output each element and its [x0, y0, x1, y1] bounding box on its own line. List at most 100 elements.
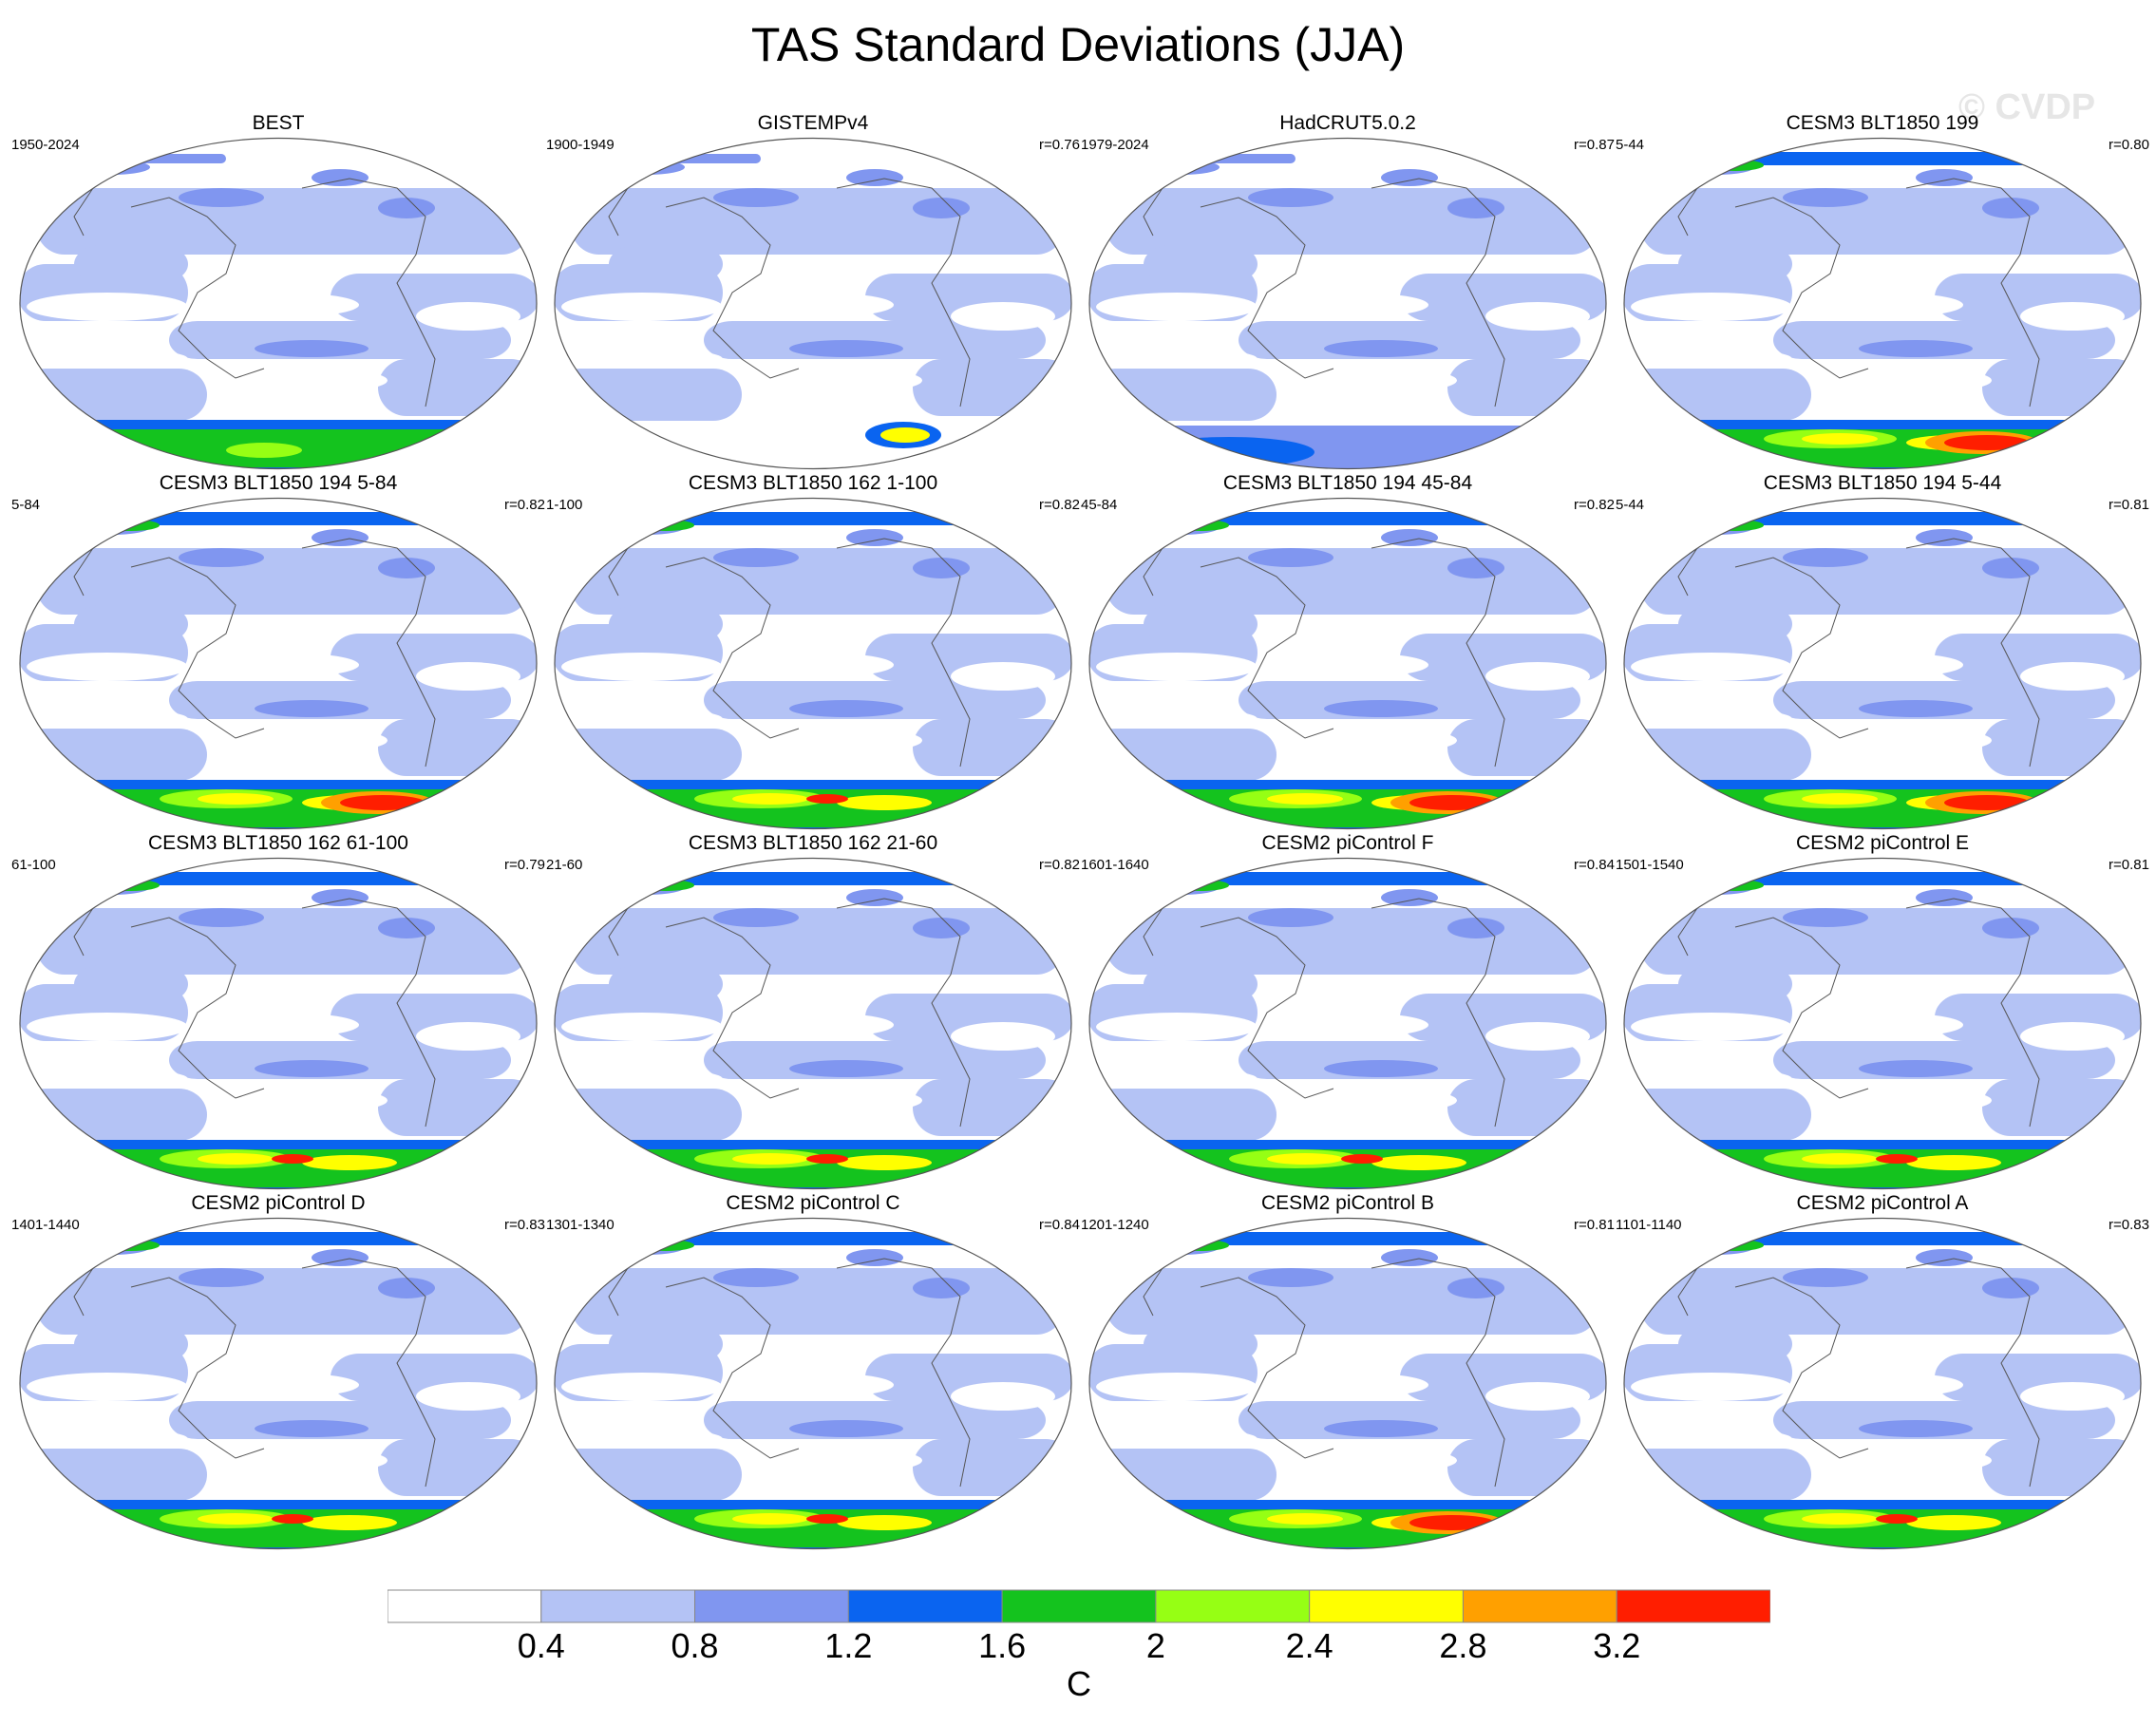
field-region: [169, 321, 511, 359]
coastline: [1143, 898, 1505, 1128]
panel-title: CESM3 BLT1850 162 21-60: [688, 832, 938, 854]
field-region: [913, 1439, 1071, 1496]
field-region: [1089, 729, 1277, 781]
field-region: [1773, 1041, 2115, 1079]
panel-correlation: r=0.82: [1039, 857, 1080, 873]
coastline: [608, 898, 971, 1128]
map-panel: CESM2 piControl F 1601-1640 r=0.84: [1081, 832, 1615, 1193]
panel-years: 1900-1949: [546, 137, 615, 153]
map-outline: [554, 857, 1072, 1190]
coastline: [73, 898, 436, 1128]
map-panel: CESM2 piControl B 1201-1240 r=0.81: [1081, 1192, 1615, 1553]
field-region: [1678, 1325, 1792, 1363]
colorbar-box: [847, 1589, 1003, 1623]
world-map: [1088, 497, 1607, 830]
panel-title: CESM2 piControl C: [726, 1192, 900, 1214]
world-map: [1623, 497, 2142, 830]
colorbar-box: [1001, 1589, 1157, 1623]
map-outline: [1088, 137, 1607, 470]
field-region: [1089, 369, 1277, 421]
field-region: [74, 1325, 188, 1363]
colorbar-label: 3.2: [1593, 1626, 1641, 1665]
world-map: [554, 497, 1072, 830]
panel-correlation: r=0.83: [2109, 1217, 2149, 1233]
map-panel: BEST 1950-2024: [11, 112, 545, 473]
map-panel: CESM3 BLT1850 162 61-100 61-100 r=0.79: [11, 832, 545, 1193]
world-map: [1088, 857, 1607, 1190]
colorbar-box: [1462, 1589, 1617, 1623]
field-region: [1447, 719, 1606, 776]
panel-correlation: r=0.82: [1574, 497, 1615, 513]
field-region: [704, 681, 1046, 719]
map-outline: [19, 857, 538, 1190]
colorbar-label: 0.8: [671, 1626, 719, 1665]
colorbar-label: 1.6: [978, 1626, 1027, 1665]
colorbar-box: [694, 1589, 849, 1623]
map-panel: CESM3 BLT1850 194 5-84 5-84 r=0.82: [11, 472, 545, 833]
colorbar-label: 2: [1145, 1626, 1165, 1665]
map-panel: CESM3 BLT1850 199 5-44 r=0.80: [1616, 112, 2149, 473]
field-region: [1089, 1449, 1277, 1501]
map-outline: [1088, 857, 1607, 1190]
panel-years: 1501-1540: [1616, 857, 1684, 873]
colorbar-units: C: [1067, 1664, 1091, 1703]
field-region: [704, 321, 1046, 359]
world-map: [1623, 137, 2142, 470]
coastline: [1143, 178, 1505, 408]
panel-years: 1101-1140: [1616, 1217, 1682, 1233]
field-region: [1640, 188, 2134, 255]
field-region: [36, 1268, 530, 1335]
world-map: [19, 857, 538, 1190]
panel-years: 5-44: [1616, 497, 1645, 513]
field-region: [1106, 548, 1599, 615]
field-region: [1239, 1401, 1580, 1439]
map-outline: [554, 137, 1072, 470]
panel-years: 1979-2024: [1081, 137, 1149, 153]
field-region: [378, 719, 537, 776]
map-panel: GISTEMPv4 1900-1949 r=0.76: [546, 112, 1080, 473]
field-region: [74, 605, 188, 643]
field-region: [74, 965, 188, 1003]
panel-years: 1-100: [546, 497, 583, 513]
panel-correlation: r=0.84: [1574, 857, 1615, 873]
map-outline: [19, 137, 538, 470]
panel-correlation: r=0.76: [1039, 137, 1080, 153]
coastline: [608, 178, 971, 408]
field-region: [169, 1401, 511, 1439]
field-region: [1144, 245, 1258, 283]
field-region: [609, 245, 723, 283]
panel-correlation: r=0.79: [504, 857, 545, 873]
panel-correlation: r=0.81: [2109, 497, 2149, 513]
colorbar-box: [1616, 1589, 1770, 1623]
panel-correlation: r=0.80: [2109, 137, 2149, 153]
field-region: [1773, 1401, 2115, 1439]
page-title: TAS Standard Deviations (JJA): [750, 18, 1406, 71]
panel-title: CESM2 piControl D: [191, 1192, 366, 1214]
field-region: [1239, 1041, 1580, 1079]
panel-title: CESM2 piControl F: [1261, 832, 1434, 854]
field-region: [20, 1089, 207, 1141]
field-region: [1089, 1089, 1277, 1141]
field-region: [36, 548, 530, 615]
panel-title: CESM3 BLT1850 162 1-100: [688, 472, 938, 494]
panel-years: 21-60: [546, 857, 583, 873]
field-region: [913, 359, 1071, 416]
colorbar-box: [388, 1589, 542, 1623]
coastline: [608, 1258, 971, 1488]
field-region: [913, 1079, 1071, 1136]
field-region: [555, 1089, 742, 1141]
panel-correlation: r=0.84: [1039, 1217, 1080, 1233]
panel-title: GISTEMPv4: [757, 112, 869, 134]
map-outline: [1623, 857, 2142, 1190]
field-region: [571, 908, 1065, 975]
field-region: [1239, 681, 1580, 719]
map-panel: CESM2 piControl A 1101-1140 r=0.83: [1616, 1192, 2149, 1553]
field-region: [1239, 321, 1580, 359]
field-region: [555, 369, 742, 421]
world-map: [554, 857, 1072, 1190]
panel-years: 1301-1340: [546, 1217, 615, 1233]
colorbar-label: 2.4: [1285, 1626, 1333, 1665]
field-region: [1447, 1079, 1606, 1136]
coastline: [73, 538, 436, 768]
coastline: [73, 178, 436, 408]
